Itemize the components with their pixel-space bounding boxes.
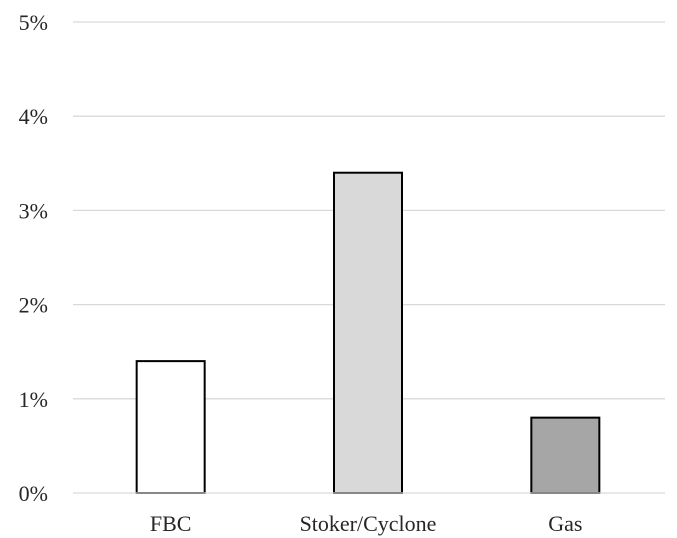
y-tick-label: 0% [19,481,48,506]
y-tick-label: 1% [19,387,48,412]
y-tick-label: 4% [19,104,48,129]
y-tick-label: 3% [19,198,48,223]
y-tick-label: 2% [19,293,48,318]
bar-stoker-cyclone [333,171,403,494]
x-category-label: Gas [548,511,582,536]
bar-gas [530,416,601,495]
bars [135,171,601,495]
bar-fbc [135,360,206,494]
x-axis-category-labels: FBC Stoker/Cyclone Gas [150,511,583,536]
x-category-label: FBC [150,511,192,536]
x-category-label: Stoker/Cyclone [300,511,437,536]
y-axis-tick-labels: 0% 1% 2% 3% 4% 5% [19,10,48,506]
y-tick-label: 5% [19,10,48,35]
